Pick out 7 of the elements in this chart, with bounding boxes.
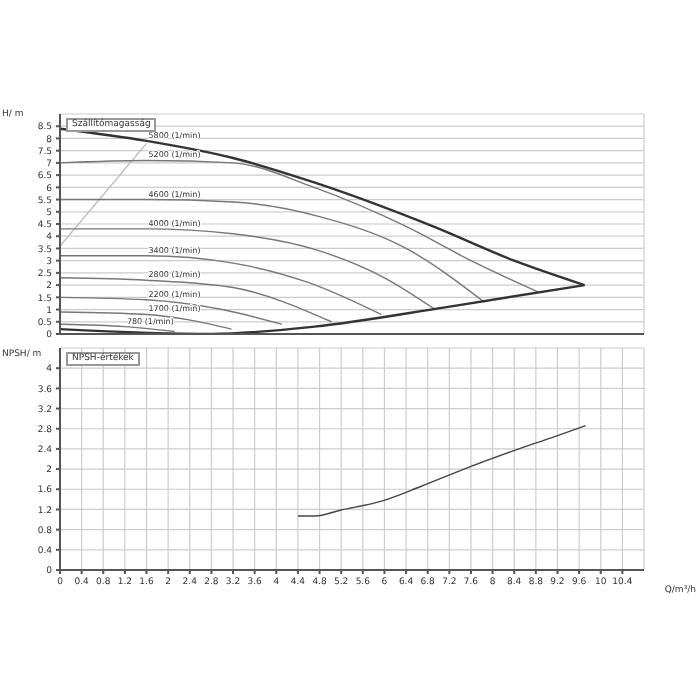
line-series bbox=[60, 255, 382, 316]
line-series bbox=[297, 425, 587, 517]
line-series bbox=[60, 159, 540, 294]
line-series bbox=[60, 228, 436, 311]
line-series bbox=[60, 198, 486, 303]
line-series bbox=[60, 277, 333, 323]
line-series bbox=[60, 296, 283, 325]
